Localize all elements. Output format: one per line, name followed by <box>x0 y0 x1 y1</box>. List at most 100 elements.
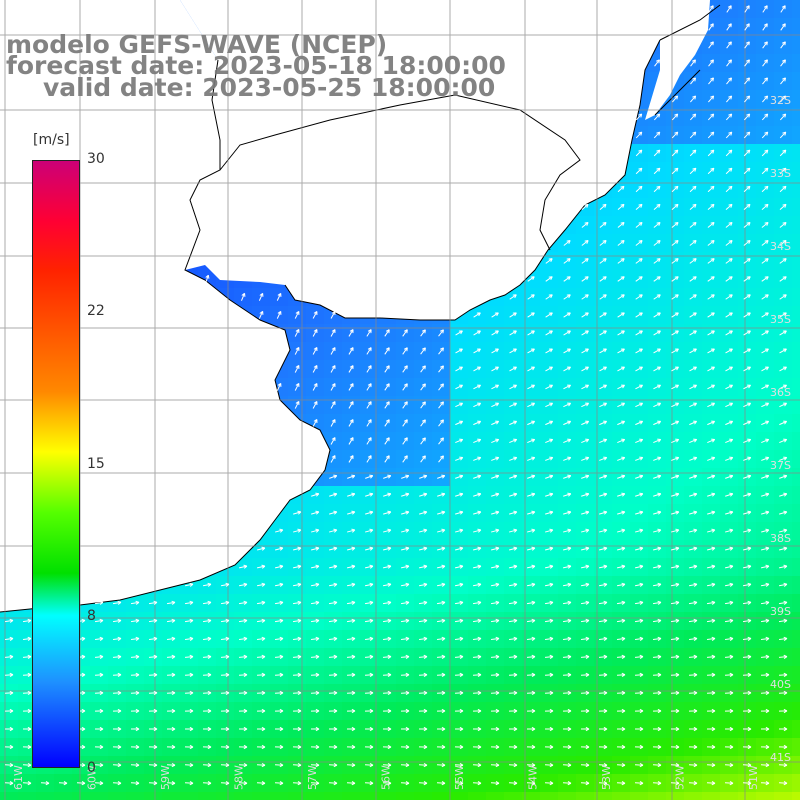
speed-cell <box>792 576 800 594</box>
speed-cell <box>792 306 800 324</box>
lagoon-line <box>654 4 721 116</box>
speed-cell <box>198 792 216 800</box>
speed-cell <box>90 792 108 800</box>
speed-cell <box>612 792 630 800</box>
longitude-label: 51W <box>747 765 760 790</box>
speed-cell <box>432 792 450 800</box>
speed-cell <box>504 792 522 800</box>
speed-cell <box>342 792 360 800</box>
speed-cell <box>792 180 800 198</box>
speed-cell <box>792 522 800 540</box>
longitude-label: 55W <box>453 765 466 790</box>
speed-cell <box>252 792 270 800</box>
speed-cell <box>792 18 800 36</box>
longitude-label: 59W <box>159 765 172 790</box>
latitude-label: 32S <box>770 94 791 107</box>
latitude-label: 40S <box>770 678 791 691</box>
argentina-land <box>0 0 330 612</box>
valid-date: valid date: 2023-05-25 18:00:00 <box>43 73 496 102</box>
wind-vector <box>744 23 750 31</box>
latitude-label: 39S <box>770 605 791 618</box>
uruguay-land <box>180 0 660 320</box>
longitude-label: 56W <box>380 765 393 790</box>
longitude-label: 57W <box>306 765 319 790</box>
speed-cell <box>792 720 800 738</box>
wind-vector <box>762 5 768 13</box>
speed-cell <box>792 702 800 720</box>
longitude-label: 53W <box>600 765 613 790</box>
speed-cell <box>792 540 800 558</box>
speed-cell <box>792 0 800 18</box>
speed-cell <box>792 324 800 342</box>
speed-cell <box>792 792 800 800</box>
speed-cell <box>306 792 324 800</box>
speed-cell <box>792 756 800 774</box>
speed-cell <box>486 792 504 800</box>
speed-cell <box>792 630 800 648</box>
speed-cell <box>792 198 800 216</box>
latitude-label: 33S <box>770 167 791 180</box>
speed-cell <box>792 396 800 414</box>
coastline-uruguay <box>284 39 661 321</box>
speed-cell <box>792 36 800 54</box>
speed-cell <box>558 792 576 800</box>
speed-cell <box>288 792 306 800</box>
speed-cell <box>792 126 800 144</box>
speed-cell <box>72 792 90 800</box>
wind-vector <box>780 23 786 31</box>
wind-vector <box>708 23 714 31</box>
speed-cell <box>792 378 800 396</box>
speed-cell <box>792 684 800 702</box>
wind-vector <box>780 5 786 13</box>
speed-cell <box>792 594 800 612</box>
speed-cell <box>792 162 800 180</box>
colorbar-unit: [m/s] <box>33 132 70 148</box>
speed-cell <box>414 792 432 800</box>
speed-cell <box>792 414 800 432</box>
speed-cell <box>180 792 198 800</box>
speed-cell <box>162 792 180 800</box>
latitude-label: 41S <box>770 751 791 764</box>
speed-cell <box>774 792 792 800</box>
speed-cell <box>792 54 800 72</box>
speed-cell <box>216 792 234 800</box>
speed-cell <box>522 792 540 800</box>
speed-cell <box>684 792 702 800</box>
speed-cell <box>720 792 738 800</box>
brazil-land <box>645 0 710 120</box>
speed-cell <box>108 792 126 800</box>
colorbar-tick-8: 8 <box>87 608 96 624</box>
speed-cell <box>630 792 648 800</box>
speed-cell <box>144 792 162 800</box>
speed-cell <box>450 792 468 800</box>
longitude-label: 54W <box>527 765 540 790</box>
colorbar <box>32 160 80 768</box>
wind-vector <box>726 23 732 31</box>
wind-vectors <box>4 5 788 786</box>
wind-vector <box>708 41 714 49</box>
speed-cell <box>126 792 144 800</box>
speed-cell <box>792 558 800 576</box>
speed-cell <box>792 108 800 126</box>
wind-vector <box>762 41 768 49</box>
latitude-label: 35S <box>770 313 791 326</box>
colorbar-tick-22: 22 <box>87 303 105 319</box>
speed-cell <box>234 792 252 800</box>
longitude-label: 61W <box>12 765 25 790</box>
speed-cell <box>54 792 72 800</box>
land-area <box>0 0 721 613</box>
speed-cell <box>396 792 414 800</box>
speed-cell <box>792 504 800 522</box>
speed-cell <box>576 792 594 800</box>
latitude-label: 34S <box>770 240 791 253</box>
colorbar-tick-30: 30 <box>87 151 105 167</box>
coastline <box>0 59 331 613</box>
speed-cell <box>468 792 486 800</box>
speed-cell <box>792 666 800 684</box>
speed-cell <box>378 792 396 800</box>
speed-cell <box>792 342 800 360</box>
speed-cell <box>792 288 800 306</box>
longitude-label: 52W <box>674 765 687 790</box>
